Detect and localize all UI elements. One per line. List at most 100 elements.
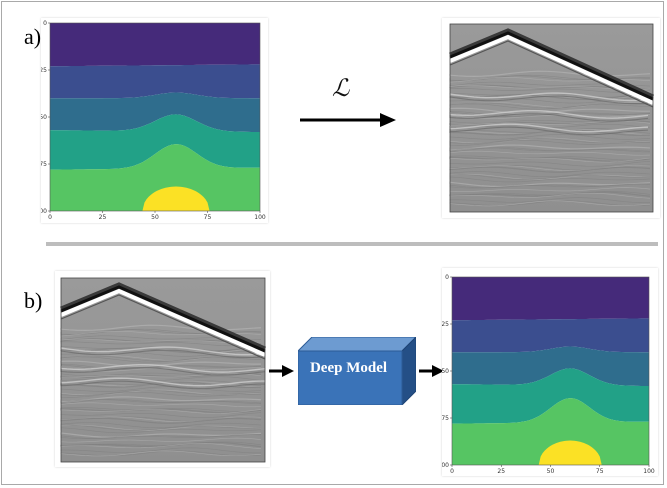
direct-wave-black — [449, 31, 654, 101]
reflection-line — [449, 197, 651, 203]
velocity-model-svg-a: 02550751000255075100 — [41, 20, 266, 221]
reflection-line — [60, 450, 262, 457]
velocity-layer-4 — [452, 368, 649, 424]
velocity-layer-4 — [50, 114, 260, 170]
reflection-line — [60, 389, 262, 396]
output-arrow — [419, 365, 444, 377]
y-tick-label: 100 — [442, 462, 449, 469]
reflection-line — [449, 70, 651, 77]
reflection-line — [449, 200, 651, 206]
reflection-line — [60, 376, 262, 381]
reflection-line — [449, 102, 651, 109]
reflection-line — [60, 350, 262, 357]
velocity-layer-3 — [50, 92, 260, 133]
reflection-line — [60, 424, 262, 431]
reflection-line — [60, 356, 262, 363]
x-tick-label: 50 — [547, 468, 555, 475]
reflection-line — [449, 187, 651, 192]
direct-wave-black — [60, 285, 266, 353]
reflection-line — [449, 134, 651, 140]
panel-b-label: b) — [24, 288, 43, 313]
reflection-line — [60, 432, 262, 438]
direct-wave-tail — [60, 294, 266, 360]
reflection-line — [449, 173, 651, 180]
reflection-band-dark — [60, 380, 266, 390]
forward-arrow — [300, 113, 396, 127]
seismic-frame — [60, 277, 266, 463]
reflection-line — [449, 173, 651, 180]
velocity-layers — [50, 23, 260, 211]
seismic-data-plot-b — [55, 271, 270, 467]
panel-divider — [46, 242, 658, 246]
reflection-line — [60, 427, 262, 434]
y-tick-label: 50 — [41, 114, 47, 121]
reflection-band — [60, 363, 266, 373]
reflection-band-dark — [60, 349, 266, 359]
reflection-line — [60, 386, 262, 392]
reflection-line — [60, 450, 262, 457]
reflection-band — [60, 377, 266, 387]
x-tick-label: 100 — [643, 468, 655, 475]
reflection-line — [449, 144, 651, 151]
reflection-line — [449, 138, 651, 144]
velocity-layer-3 — [452, 346, 649, 387]
reflection-line — [60, 372, 262, 379]
reflection-line — [60, 381, 262, 389]
reflection-line — [449, 183, 651, 189]
reflection-line — [449, 176, 651, 183]
velocity-layer-1 — [452, 277, 649, 321]
y-tick-label: 25 — [442, 321, 449, 328]
velocity-layer-1 — [50, 23, 260, 67]
reflection-band — [449, 92, 649, 102]
x-tick-label: 25 — [99, 214, 107, 221]
reflection-line — [60, 412, 262, 418]
reflection-band-dark — [449, 95, 649, 105]
reflection-line — [449, 166, 651, 173]
x-tick-label: 50 — [151, 214, 159, 221]
velocity-model-plot-a: 02550751000255075100 — [41, 18, 268, 223]
reflection-line — [449, 191, 651, 197]
y-tick-label: 50 — [442, 368, 449, 375]
direct-wave-white — [449, 34, 654, 105]
reflection-line — [449, 171, 651, 178]
reflection-line — [60, 373, 262, 378]
reflection-line — [60, 363, 262, 370]
x-tick-label: 100 — [254, 214, 266, 221]
reflection-line — [449, 87, 651, 93]
direct-wave-white — [60, 288, 266, 357]
reflection-line — [449, 181, 651, 188]
reflection-line — [60, 346, 262, 354]
forward-operator-symbol: ℒ — [332, 74, 350, 102]
reflection-line — [60, 408, 262, 414]
x-tick-label: 0 — [450, 468, 454, 475]
reflection-line — [60, 364, 262, 370]
velocity-layers — [452, 277, 649, 465]
reflection-line — [60, 434, 262, 439]
reflection-band-dark — [449, 126, 649, 136]
reflection-line — [449, 150, 651, 156]
reflection-line — [449, 165, 651, 171]
seismic-frame — [449, 23, 654, 213]
direct-wave-dark — [60, 282, 267, 352]
seismic-data-svg-b — [60, 277, 267, 463]
reflection-line — [60, 399, 262, 405]
reflection-line — [449, 147, 651, 153]
y-tick-label: 0 — [43, 20, 47, 27]
reflection-band — [60, 346, 266, 356]
reflection-line — [449, 139, 651, 146]
reflection-band — [449, 123, 649, 133]
reflection-line — [60, 371, 262, 377]
velocity-model-plot-b: 02550751000255075100 — [442, 268, 658, 476]
reflection-line — [449, 129, 651, 136]
input-arrow — [269, 365, 294, 377]
panel-a-label: a) — [24, 24, 42, 49]
reflection-line — [60, 443, 262, 449]
velocity-layer-5 — [50, 144, 260, 211]
reflection-line — [60, 417, 262, 424]
x-tick-label: 75 — [204, 214, 212, 221]
reflection-band-dark — [60, 367, 266, 376]
high-velocity-anomaly — [142, 186, 210, 211]
reflection-line — [449, 157, 651, 163]
y-tick-label: 75 — [41, 161, 47, 168]
reflection-band-dark — [449, 113, 649, 122]
